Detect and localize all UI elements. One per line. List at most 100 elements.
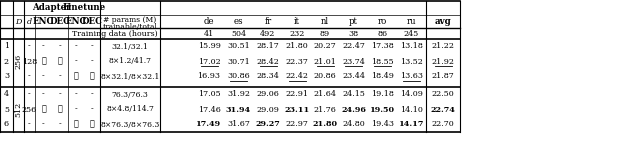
- Text: 24.96: 24.96: [341, 106, 366, 114]
- Text: 31.67: 31.67: [227, 120, 250, 129]
- Text: 28.17: 28.17: [257, 42, 280, 50]
- Text: 28.42: 28.42: [257, 58, 280, 66]
- Text: 29.27: 29.27: [255, 120, 280, 129]
- Text: 22.74: 22.74: [431, 106, 456, 114]
- Text: Adapter: Adapter: [32, 3, 71, 13]
- Text: ✓: ✓: [74, 120, 78, 129]
- Text: 4: 4: [4, 90, 9, 98]
- Text: 6: 6: [4, 120, 9, 129]
- Text: 15.99: 15.99: [198, 42, 220, 50]
- Text: 22.70: 22.70: [431, 120, 454, 129]
- Text: ro: ro: [378, 17, 387, 26]
- Text: 22.91: 22.91: [285, 90, 308, 98]
- Text: 22.50: 22.50: [431, 90, 454, 98]
- Text: 21.01: 21.01: [314, 58, 337, 66]
- Text: 21.22: 21.22: [431, 42, 454, 50]
- Text: 23.74: 23.74: [342, 58, 365, 66]
- Text: trainable/total: trainable/total: [102, 22, 157, 31]
- Text: -: -: [59, 120, 61, 129]
- Text: 14.17: 14.17: [399, 120, 424, 129]
- Text: -: -: [42, 120, 45, 129]
- Text: 29.09: 29.09: [257, 106, 280, 114]
- Text: 504: 504: [231, 29, 246, 37]
- Text: -: -: [59, 90, 61, 98]
- Text: d: d: [27, 18, 32, 26]
- Text: 21.80: 21.80: [312, 120, 337, 129]
- Text: D: D: [15, 18, 22, 26]
- Text: ✓: ✓: [58, 106, 62, 114]
- Text: ENC: ENC: [65, 17, 86, 26]
- Text: 13.63: 13.63: [400, 72, 423, 80]
- Text: -: -: [91, 106, 93, 114]
- Text: 76.3/76.3: 76.3/76.3: [111, 90, 148, 98]
- Text: 24.15: 24.15: [342, 90, 365, 98]
- Text: es: es: [234, 17, 243, 26]
- Text: 14.10: 14.10: [400, 106, 423, 114]
- Text: 17.49: 17.49: [196, 120, 221, 129]
- Text: ✓: ✓: [41, 58, 46, 66]
- Text: 8×4.8/114.7: 8×4.8/114.7: [106, 106, 154, 114]
- Text: 89: 89: [320, 29, 330, 37]
- Text: ru: ru: [407, 17, 416, 26]
- Text: avg: avg: [435, 17, 451, 26]
- Text: 8×1.2/41.7: 8×1.2/41.7: [109, 58, 152, 66]
- Text: 21.92: 21.92: [431, 58, 454, 66]
- Text: 31.94: 31.94: [226, 106, 251, 114]
- Text: 23.11: 23.11: [284, 106, 310, 114]
- Text: 19.50: 19.50: [370, 106, 395, 114]
- Text: 21.87: 21.87: [431, 72, 454, 80]
- Text: DEC: DEC: [81, 17, 102, 26]
- Text: 29.06: 29.06: [257, 90, 280, 98]
- Text: -: -: [75, 58, 77, 66]
- Text: 28.34: 28.34: [257, 72, 280, 80]
- Text: nl: nl: [321, 17, 329, 26]
- Text: -: -: [42, 42, 45, 50]
- Text: -: -: [91, 90, 93, 98]
- Text: ✓: ✓: [90, 72, 94, 80]
- Text: 256: 256: [22, 106, 37, 114]
- Text: -: -: [75, 42, 77, 50]
- Text: 14.09: 14.09: [400, 90, 423, 98]
- Text: -: -: [91, 58, 93, 66]
- Text: pt: pt: [349, 17, 358, 26]
- Text: 128: 128: [22, 58, 37, 66]
- Text: 256: 256: [15, 54, 22, 69]
- Text: de: de: [204, 17, 214, 26]
- Text: ✓: ✓: [74, 72, 78, 80]
- Text: 13.18: 13.18: [400, 42, 423, 50]
- Text: -: -: [42, 90, 45, 98]
- Text: 245: 245: [404, 29, 419, 37]
- Text: 38: 38: [348, 29, 358, 37]
- Text: 232: 232: [289, 29, 305, 37]
- Text: 17.02: 17.02: [198, 58, 220, 66]
- Text: 19.18: 19.18: [371, 90, 394, 98]
- Text: 18.49: 18.49: [371, 72, 394, 80]
- Text: -: -: [28, 90, 31, 98]
- Text: -: -: [91, 42, 93, 50]
- Text: # params (M): # params (M): [104, 16, 157, 24]
- Text: 41: 41: [204, 29, 214, 37]
- Text: 16.93: 16.93: [198, 72, 221, 80]
- Text: -: -: [75, 90, 77, 98]
- Text: 86: 86: [378, 29, 388, 37]
- Text: Training data (hours): Training data (hours): [72, 29, 158, 37]
- Text: 8×76.3/8×76.3: 8×76.3/8×76.3: [100, 120, 160, 129]
- Text: 18.55: 18.55: [371, 58, 394, 66]
- Text: 21.76: 21.76: [314, 106, 337, 114]
- Text: 21.64: 21.64: [314, 90, 337, 98]
- Text: 23.44: 23.44: [342, 72, 365, 80]
- Text: it: it: [294, 17, 300, 26]
- Text: 512: 512: [15, 102, 22, 117]
- Text: 13.52: 13.52: [400, 58, 423, 66]
- Text: 8×32.1/8×32.1: 8×32.1/8×32.1: [100, 72, 160, 80]
- Text: ✓: ✓: [41, 106, 46, 114]
- Text: DEC: DEC: [49, 17, 70, 26]
- Text: 20.27: 20.27: [314, 42, 337, 50]
- Text: -: -: [75, 106, 77, 114]
- Text: 20.86: 20.86: [314, 72, 337, 80]
- Text: -: -: [42, 72, 45, 80]
- Text: 22.42: 22.42: [285, 72, 308, 80]
- Text: 2: 2: [4, 58, 9, 66]
- Text: ✓: ✓: [90, 120, 94, 129]
- Text: 492: 492: [260, 29, 276, 37]
